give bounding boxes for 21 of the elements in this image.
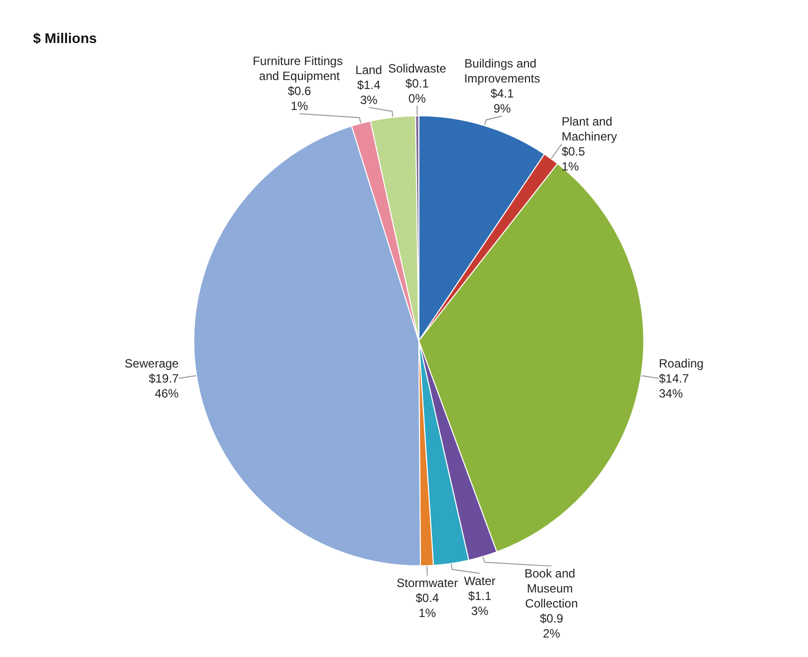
chart-title: $ Millions bbox=[33, 30, 97, 46]
data-label: $1.4 3% bbox=[357, 78, 381, 107]
data-label: $0.4 1% bbox=[416, 591, 440, 620]
slice-label: Roading bbox=[658, 356, 704, 370]
slice-label: Book and Museum Collection bbox=[524, 566, 579, 611]
data-label: $1.1 3% bbox=[468, 588, 492, 618]
data-label: $14.7 34% bbox=[658, 371, 690, 400]
slice-label: Land bbox=[355, 62, 382, 77]
slice-label: Water bbox=[464, 574, 496, 588]
data-label: $19.7 46% bbox=[148, 371, 180, 400]
data-label: $0.1 0% bbox=[405, 76, 430, 106]
slice-label: Sewerage bbox=[124, 356, 180, 370]
data-label: $0.5 1% bbox=[562, 144, 586, 174]
data-label: $0.9 2% bbox=[540, 612, 564, 641]
data-label: $4.1 9% bbox=[490, 86, 514, 116]
slice-label: Solidwaste bbox=[388, 61, 446, 76]
slice-label: Plant and Machinery bbox=[562, 114, 617, 144]
slice-label: Buildings and Improvements bbox=[464, 56, 540, 86]
slice-label: Furniture Fittings and Equipment bbox=[252, 54, 346, 84]
slice-label: Stormwater bbox=[396, 576, 458, 590]
data-label: $0.6 1% bbox=[288, 84, 312, 114]
